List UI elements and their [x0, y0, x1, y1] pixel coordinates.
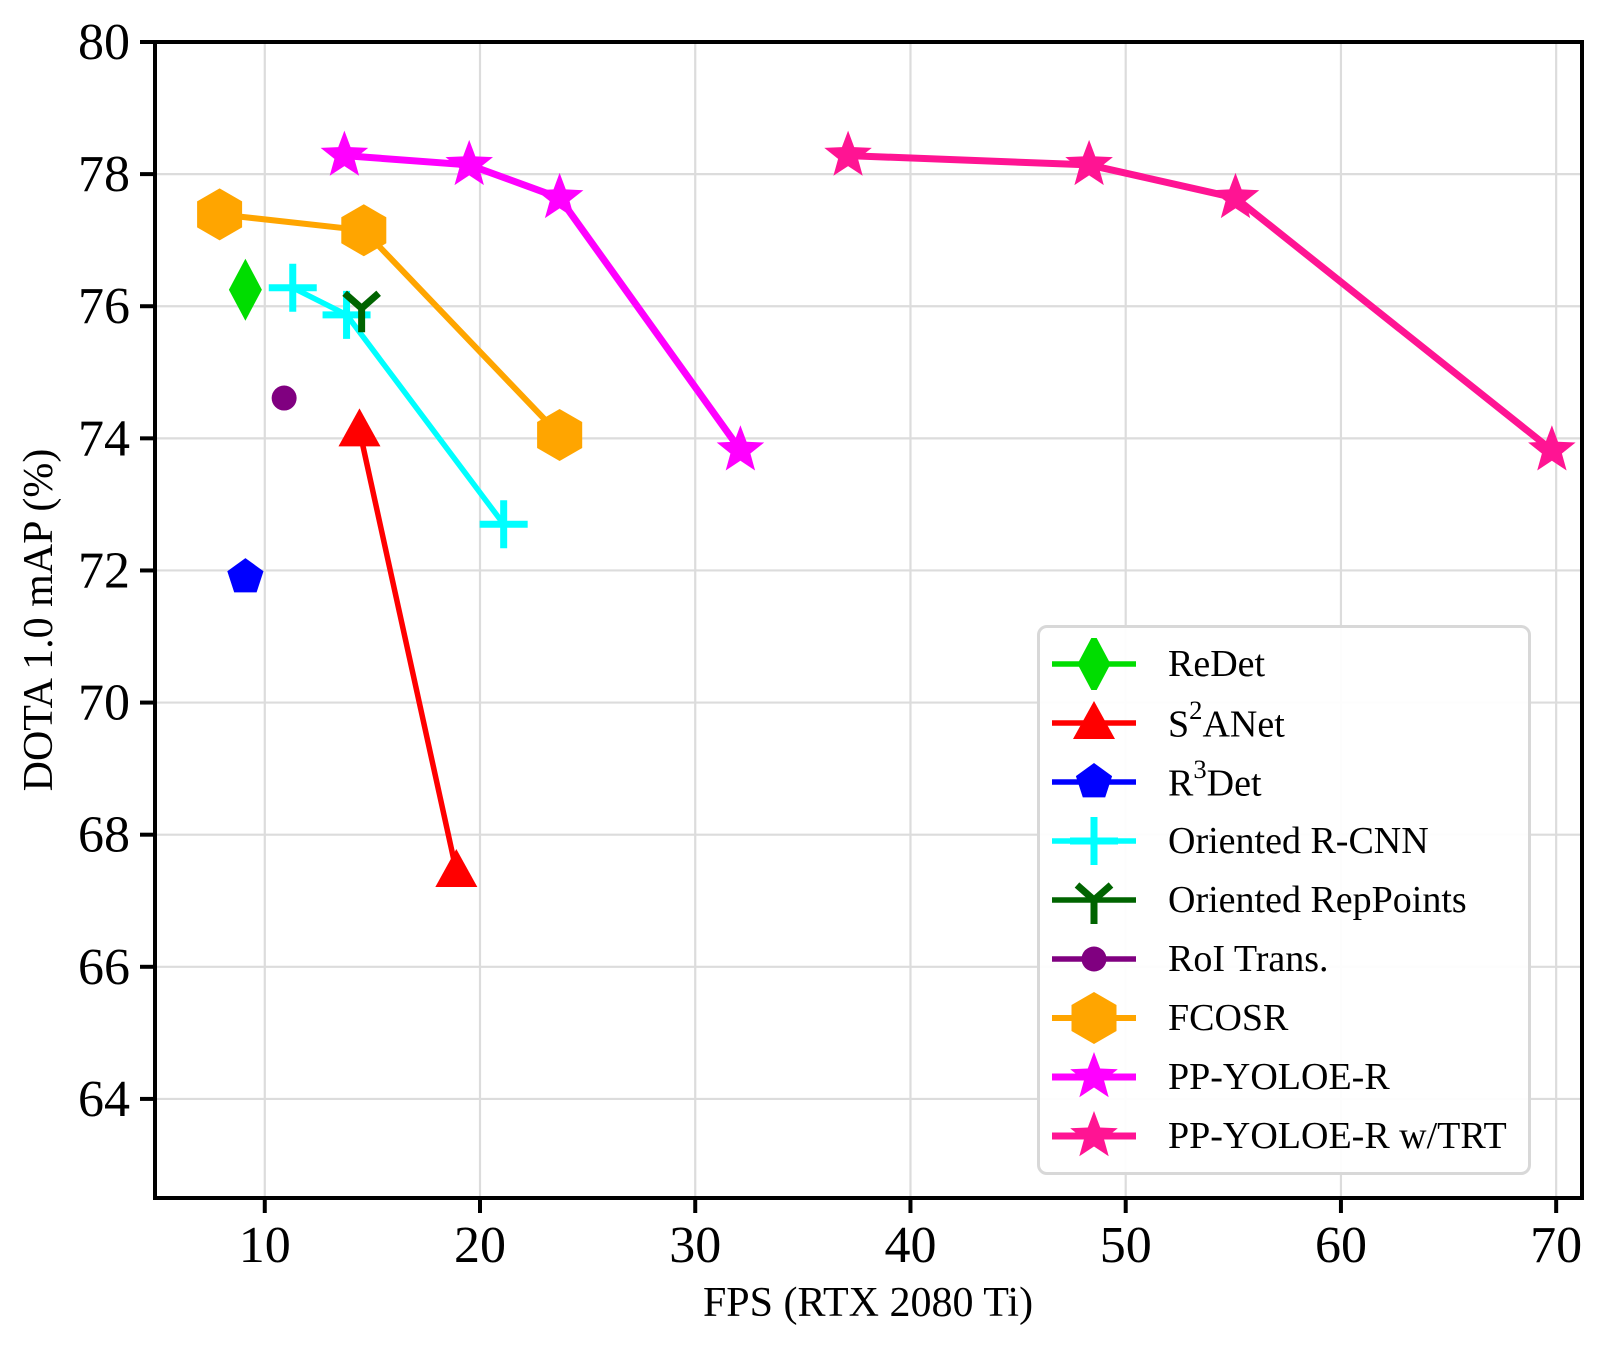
circle-icon: [1081, 946, 1107, 972]
hexagon-icon: [1071, 992, 1117, 1045]
data-point-circle-icon: [271, 385, 297, 411]
series-line: [847, 152, 1555, 453]
star-icon: [1070, 1052, 1118, 1098]
y-tick-label: 66: [78, 939, 130, 996]
data-point-pentagon-icon: [227, 558, 264, 593]
x-tick-label: 10: [239, 1217, 291, 1274]
y-tick-label: 68: [78, 807, 130, 864]
data-point-plus-icon: [268, 263, 317, 312]
legend-item-r3det: R3Det: [1048, 754, 1528, 810]
legend: ReDet S2ANet R3Det Oriented R-CNN Oriented R…: [1037, 625, 1531, 1175]
x-tick-label: 30: [669, 1217, 721, 1274]
pentagon-icon: [1075, 762, 1113, 798]
series-r3det: [227, 558, 264, 593]
y-tick-label: 74: [78, 410, 130, 467]
series-oriented-reppoints: [342, 290, 381, 333]
y-tick-label: 64: [78, 1071, 130, 1128]
legend-item-pp-yoloe-r-w-trt: PP-YOLOE-R w/TRT: [1048, 1108, 1528, 1164]
legend-item-s2anet: S2ANet: [1048, 695, 1528, 751]
tick-label-layer: 10 20 30 40 50 60 70 64 66 68 70 72 74 76 78 80: [78, 14, 1582, 1274]
legend-marker-sample: [1052, 1052, 1136, 1098]
data-point-triangle-up-icon: [435, 849, 478, 888]
legend-marker-sample: [1052, 700, 1136, 739]
data-point-star-icon: [320, 130, 369, 176]
y-tick-label: 76: [78, 278, 130, 335]
x-tick-label: 40: [884, 1217, 936, 1274]
legend-item-fcosr: FCOSR: [1048, 990, 1528, 1046]
y-tick-label: 80: [78, 14, 130, 71]
legend-item-oriented-reppoints: Oriented RepPoints: [1048, 872, 1528, 928]
x-tick-label: 70: [1530, 1217, 1582, 1274]
x-axis-label: FPS (RTX 2080 Ti): [703, 1280, 1033, 1326]
data-point-star-icon: [445, 139, 493, 186]
legend-item-roi-trans: RoI Trans.: [1048, 931, 1528, 987]
triangle-up-icon: [1073, 700, 1115, 739]
legend-label: ReDet: [1168, 642, 1266, 685]
legend-label: RoI Trans.: [1168, 938, 1329, 981]
plot-frame: [153, 40, 1584, 1200]
data-point-star-icon: [1528, 425, 1576, 471]
data-point-triangle-up-icon: [338, 408, 381, 447]
legend-label: R3Det: [1168, 754, 1262, 806]
series-fcosr: [197, 188, 583, 461]
legend-item-oriented-r-cnn: Oriented R-CNN: [1048, 813, 1528, 869]
series-line: [291, 285, 506, 526]
series-line: [219, 211, 562, 438]
legend-label: FCOSR: [1168, 997, 1289, 1040]
thin-diamond-icon: [1077, 637, 1111, 690]
series-pp-yoloe-r: [320, 130, 765, 471]
x-tick-label: 50: [1100, 1217, 1152, 1274]
legend-label: S2ANet: [1168, 695, 1285, 746]
x-tick-label: 20: [454, 1217, 506, 1274]
series-line: [356, 429, 459, 872]
legend-marker-sample: [1052, 816, 1136, 865]
star-icon: [1070, 1111, 1118, 1157]
legend-label: PP-YOLOE-R w/TRT: [1168, 1115, 1507, 1158]
data-point-star-icon: [824, 130, 872, 176]
data-point-thin-diamond-icon: [228, 258, 262, 321]
x-tick-label: 60: [1315, 1217, 1367, 1274]
y-tick-label: 70: [78, 675, 130, 732]
axes-layer: [140, 40, 1584, 1213]
legend-marker-sample: [1052, 1111, 1136, 1157]
series-roi-trans: [271, 385, 297, 411]
data-point-star-icon: [535, 172, 584, 219]
legend-label: PP-YOLOE-R: [1168, 1056, 1390, 1099]
tri-y-icon: [1074, 882, 1114, 924]
legend-marker-sample: [1052, 992, 1136, 1045]
legend-marker-sample: [1052, 946, 1136, 972]
data-point-star-icon: [1211, 172, 1260, 219]
series-s2anet: [338, 408, 478, 888]
series-layer: [197, 130, 1576, 888]
plus-icon: [1070, 816, 1118, 865]
data-point-star-icon: [716, 425, 765, 471]
legend-marker-sample: [1052, 762, 1136, 798]
legend-label: Oriented RepPoints: [1168, 878, 1467, 921]
legend-marker-sample: [1052, 637, 1136, 690]
data-point-plus-icon: [479, 500, 528, 549]
data-point-hexagon-icon: [537, 409, 583, 461]
legend-item-pp-yoloe-r: PP-YOLOE-R: [1048, 1049, 1528, 1105]
data-point-hexagon-icon: [341, 204, 387, 257]
series-redet: [228, 258, 262, 321]
y-axis-label: DOTA 1.0 mAP (%): [16, 449, 62, 792]
data-point-tri-y-icon: [342, 290, 381, 333]
data-point-star-icon: [1065, 139, 1113, 186]
y-tick-label: 78: [78, 146, 130, 203]
y-tick-label: 72: [78, 542, 130, 599]
legend-label: Oriented R-CNN: [1168, 819, 1429, 862]
legend-item-redet: ReDet: [1048, 636, 1528, 692]
legend-marker-sample: [1052, 882, 1136, 924]
series-pp-yoloe-r-w-trt: [824, 130, 1576, 471]
data-point-hexagon-icon: [197, 188, 243, 241]
series-line: [344, 152, 744, 453]
